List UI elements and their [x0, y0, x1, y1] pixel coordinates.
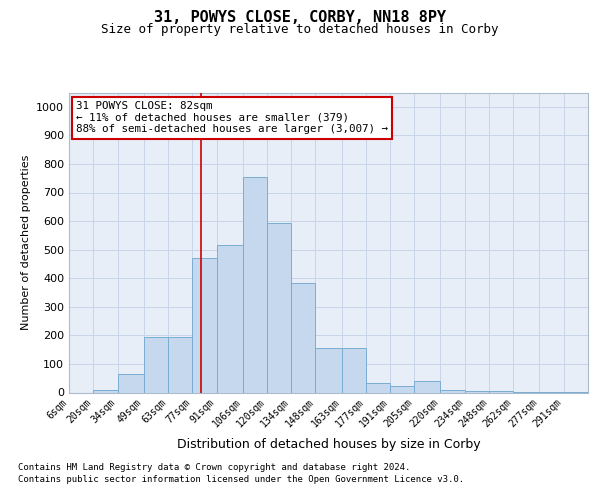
Text: 31 POWYS CLOSE: 82sqm
← 11% of detached houses are smaller (379)
88% of semi-det: 31 POWYS CLOSE: 82sqm ← 11% of detached …: [76, 101, 388, 134]
Bar: [440, 390, 465, 392]
Bar: [94, 390, 118, 392]
Text: Size of property relative to detached houses in Corby: Size of property relative to detached ho…: [101, 22, 499, 36]
Text: Contains public sector information licensed under the Open Government Licence v3: Contains public sector information licen…: [18, 475, 464, 484]
Bar: [267, 222, 291, 392]
Bar: [143, 337, 168, 392]
Bar: [118, 374, 143, 392]
Bar: [465, 391, 489, 392]
Bar: [366, 382, 390, 392]
Bar: [341, 348, 366, 393]
Text: 31, POWYS CLOSE, CORBY, NN18 8PY: 31, POWYS CLOSE, CORBY, NN18 8PY: [154, 10, 446, 25]
Bar: [242, 177, 267, 392]
Bar: [168, 337, 192, 392]
Bar: [192, 258, 217, 392]
Bar: [415, 381, 440, 392]
Bar: [316, 348, 341, 393]
Bar: [489, 391, 514, 392]
Text: Contains HM Land Registry data © Crown copyright and database right 2024.: Contains HM Land Registry data © Crown c…: [18, 462, 410, 471]
Y-axis label: Number of detached properties: Number of detached properties: [20, 155, 31, 330]
Bar: [390, 386, 415, 392]
Bar: [291, 282, 316, 393]
X-axis label: Distribution of detached houses by size in Corby: Distribution of detached houses by size …: [176, 438, 481, 450]
Bar: [217, 246, 242, 392]
